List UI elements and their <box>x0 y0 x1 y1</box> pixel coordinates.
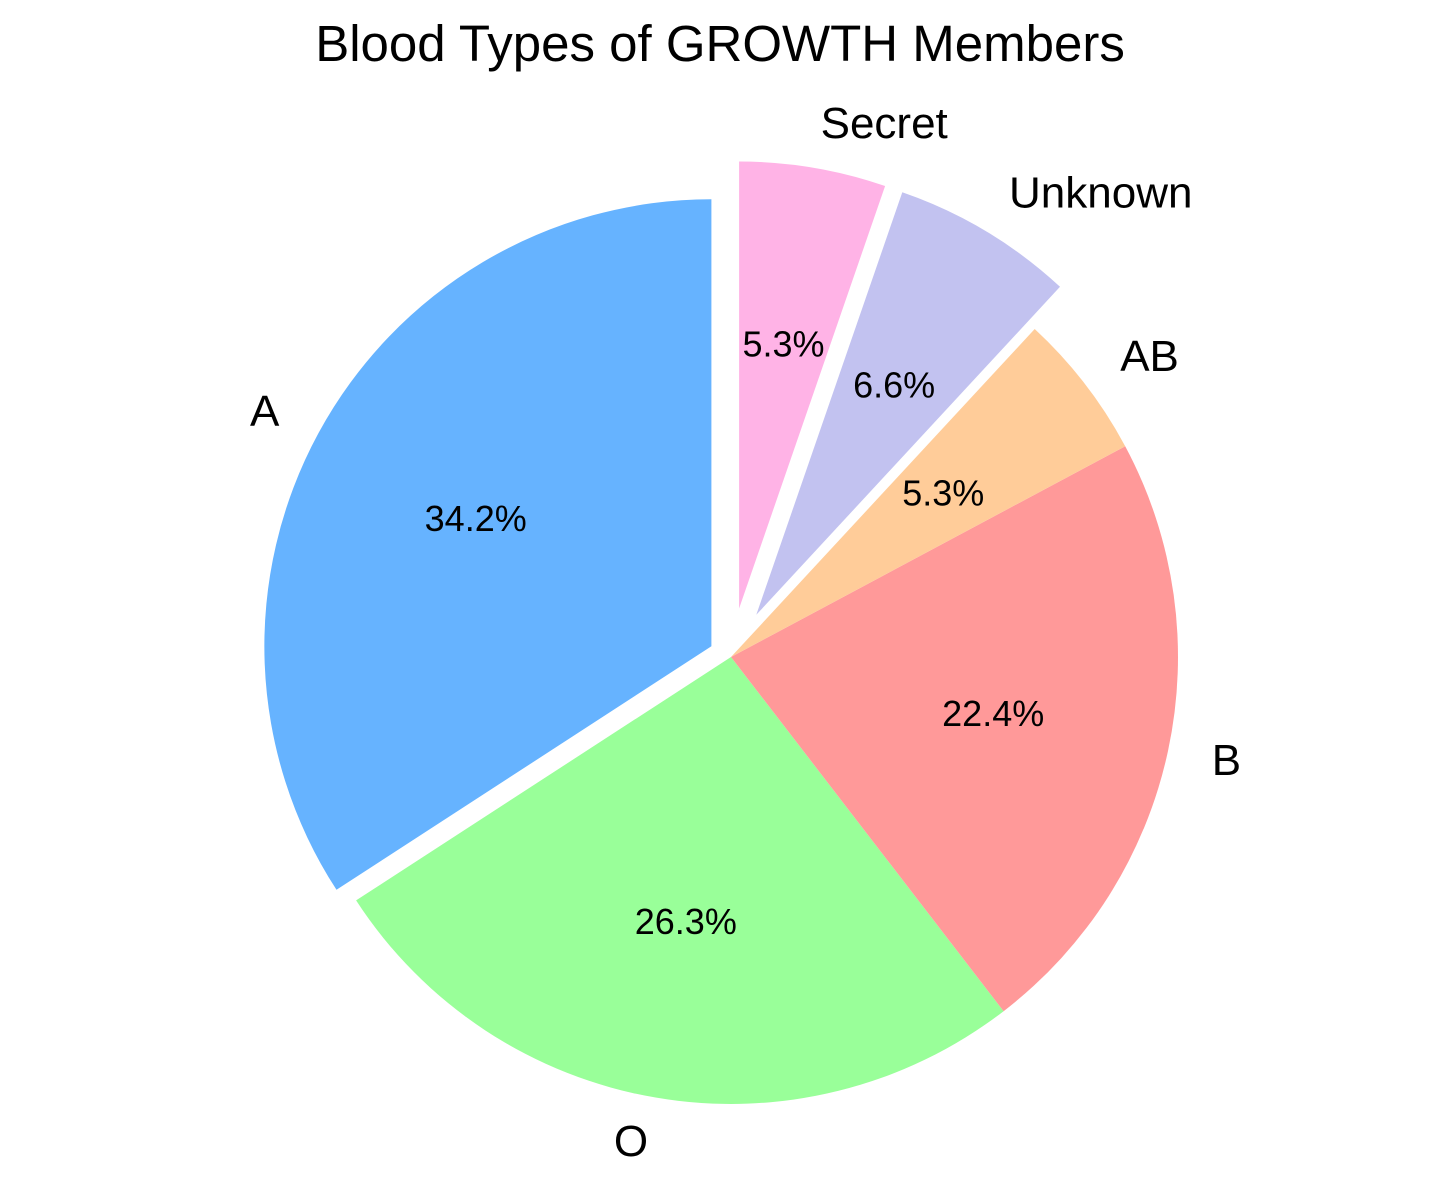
slice-label-b: B <box>1212 736 1241 785</box>
pie-slice-ab <box>731 329 1126 657</box>
slice-label-a: A <box>250 387 280 436</box>
slice-label-ab: AB <box>1120 332 1179 381</box>
slice-percent-unknown: 6.6% <box>853 364 935 405</box>
slice-label-secret: Secret <box>821 99 948 148</box>
slice-label-unknown: Unknown <box>1009 169 1192 218</box>
slice-percent-ab: 5.3% <box>902 473 984 514</box>
slice-percent-secret: 5.3% <box>742 324 824 365</box>
pie-slice-o <box>356 657 1004 1104</box>
pie-slice-b <box>731 446 1178 1012</box>
slice-percent-b: 22.4% <box>942 693 1044 734</box>
pie-slice-unknown <box>756 192 1060 615</box>
slice-label-o: O <box>614 1117 648 1166</box>
slice-percent-a: 34.2% <box>425 498 527 539</box>
slice-percent-o: 26.3% <box>635 901 737 942</box>
chart-title: Blood Types of GROWTH Members <box>315 15 1125 72</box>
pie-slice-a <box>264 199 712 890</box>
pie-slice-secret <box>739 161 886 609</box>
